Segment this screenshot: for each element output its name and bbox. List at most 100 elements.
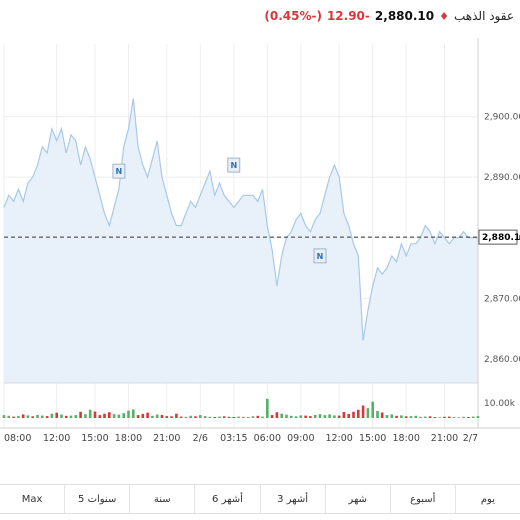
- volume-bar: [270, 415, 274, 418]
- x-tick-label: 03:15: [220, 433, 247, 444]
- current-price-label: 2,880.10: [482, 233, 520, 243]
- volume-bar: [390, 414, 394, 418]
- volume-bar: [385, 415, 389, 418]
- volume-bar: [290, 415, 293, 418]
- volume-bar: [194, 416, 197, 418]
- volume-bar: [17, 416, 20, 418]
- range-button[interactable]: أسبوع: [389, 485, 455, 513]
- volume-bar: [237, 416, 240, 418]
- volume-bar: [313, 414, 317, 418]
- volume-bar: [60, 414, 63, 418]
- volume-bar: [88, 409, 92, 418]
- news-marker-icon[interactable]: [112, 163, 126, 179]
- volume-bar: [318, 414, 322, 418]
- volume-bar: [112, 414, 116, 418]
- volume-bar: [275, 412, 279, 418]
- volume-bar: [438, 417, 441, 418]
- volume-bar: [141, 413, 145, 418]
- volume-bar: [400, 415, 403, 418]
- volume-bar: [366, 408, 370, 418]
- volume-bar: [395, 415, 398, 418]
- volume-bar: [232, 417, 236, 418]
- range-button[interactable]: 6 أشهر: [194, 485, 259, 513]
- range-button[interactable]: Max: [21, 493, 43, 505]
- x-tick-label: 18:00: [115, 433, 142, 444]
- volume-bar: [299, 415, 303, 418]
- volume-bar: [467, 417, 470, 418]
- volume-bar: [79, 411, 82, 418]
- range-button[interactable]: 5 سنوات: [64, 485, 129, 513]
- volume-bar: [337, 415, 341, 418]
- x-tick-label: 12:00: [43, 433, 70, 444]
- price-line: [3, 98, 478, 341]
- volume-bar: [380, 412, 384, 418]
- x-tick-label: 2/6: [193, 433, 208, 444]
- volume-bar: [414, 415, 418, 418]
- news-marker-label: N: [230, 161, 237, 170]
- last-price: 2,880.10: [374, 9, 435, 23]
- price-chart[interactable]: Investing.com2,900.002,890.002,880.002,8…: [0, 38, 520, 480]
- volume-bar: [12, 416, 15, 418]
- volume-bar: [361, 405, 365, 418]
- volume-bar: [428, 416, 432, 418]
- volume-bar: [7, 415, 11, 418]
- volume-bar: [261, 416, 264, 418]
- volume-bar: [122, 413, 125, 418]
- volume-bar: [165, 416, 169, 418]
- volume-bar: [304, 415, 307, 418]
- range-button[interactable]: سنة: [129, 485, 194, 513]
- volume-bar: [213, 417, 216, 418]
- volume-bar: [160, 414, 164, 418]
- volume-bar: [452, 417, 456, 418]
- current-price-box: [478, 229, 518, 245]
- range-button[interactable]: 3 أشهر: [259, 485, 325, 513]
- volume-bar: [55, 412, 58, 418]
- volume-bar: [170, 416, 173, 418]
- volume-bar: [419, 416, 422, 418]
- range-button[interactable]: يوم: [454, 485, 520, 513]
- volume-bar: [462, 416, 465, 418]
- volume-bar: [222, 416, 226, 418]
- y-tick-label: 2,860.00: [484, 355, 520, 365]
- price-change: -12.90: [326, 9, 370, 23]
- x-tick-label: 09:00: [287, 433, 314, 444]
- x-tick-label: 15:00: [81, 433, 108, 444]
- volume-bar: [21, 414, 25, 418]
- volume-bar: [103, 413, 106, 418]
- volume-bar: [98, 415, 102, 418]
- news-marker-label: N: [116, 167, 123, 176]
- price-change-percent: (-0.45%): [264, 9, 322, 23]
- volume-bar: [333, 415, 336, 418]
- volume-bar: [404, 416, 408, 418]
- volume-bar: [443, 416, 446, 418]
- volume-bar: [2, 415, 6, 418]
- volume-bar: [36, 414, 39, 418]
- volume-bar: [50, 413, 54, 418]
- volume-bar: [294, 416, 298, 418]
- volume-bar: [448, 416, 451, 418]
- news-marker-icon[interactable]: [313, 248, 327, 264]
- volume-bar: [26, 415, 30, 418]
- volume-bar: [424, 416, 427, 418]
- x-tick-label: 12:00: [325, 433, 352, 444]
- range-button[interactable]: شهر: [324, 485, 390, 513]
- instrument-name: عقود الذهب: [454, 9, 514, 23]
- news-marker-icon[interactable]: [227, 157, 241, 173]
- time-range-bar: يوم أسبوع شهر 3 أشهر 6 أشهر سنة 5 سنوات Max: [0, 484, 520, 514]
- volume-bar: [146, 412, 149, 418]
- news-marker-label: N: [317, 252, 324, 261]
- volume-bar: [108, 412, 111, 418]
- volume-bar: [74, 415, 78, 418]
- volume-bar: [457, 417, 461, 418]
- volume-bar: [84, 414, 87, 418]
- x-tick-label: 21:00: [153, 433, 180, 444]
- volume-bar: [218, 416, 221, 418]
- volume-bar: [41, 415, 44, 418]
- volume-bar: [189, 415, 192, 418]
- volume-bar: [45, 416, 49, 418]
- down-arrow-icon: ♦: [439, 9, 449, 23]
- volume-bar: [476, 416, 480, 418]
- x-tick-label: 15:00: [359, 433, 386, 444]
- volume-bar: [409, 416, 413, 418]
- x-tick-label: 06:00: [254, 433, 281, 444]
